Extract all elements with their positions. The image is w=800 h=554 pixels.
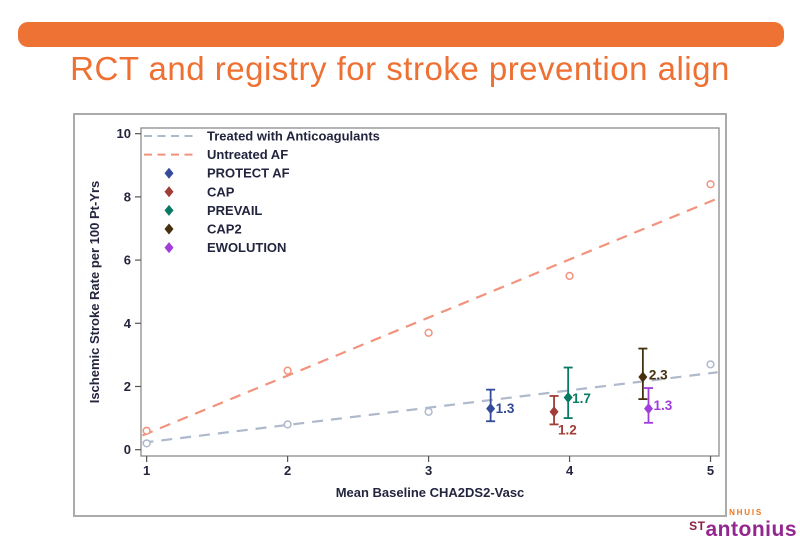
logo-nhuis-text: NHUIS bbox=[729, 508, 763, 517]
x-tick-label: 5 bbox=[707, 463, 714, 478]
data-point-value-label: 1.7 bbox=[572, 391, 591, 406]
legend-label: CAP2 bbox=[207, 222, 242, 237]
y-axis-label: Ischemic Stroke Rate per 100 Pt-Yrs bbox=[87, 181, 102, 404]
data-point-circle bbox=[706, 360, 715, 369]
x-tick-label: 1 bbox=[143, 463, 150, 478]
legend-label: Treated with Anticoagulants bbox=[207, 129, 380, 144]
data-point-circle bbox=[424, 328, 433, 337]
data-point-diamond bbox=[563, 392, 573, 404]
legend-label: Untreated AF bbox=[207, 147, 288, 162]
y-tick-label: 6 bbox=[124, 253, 131, 268]
legend-label: CAP bbox=[207, 184, 235, 199]
plot-border bbox=[140, 127, 720, 457]
x-axis-label: Mean Baseline CHA2DS2-Vasc bbox=[336, 485, 525, 500]
y-tick-label: 0 bbox=[124, 442, 131, 457]
header-bar bbox=[18, 22, 784, 47]
legend-diamond-sample bbox=[164, 167, 174, 179]
data-point-diamond bbox=[644, 403, 654, 415]
logo-st-text: ST bbox=[689, 519, 706, 533]
data-point-circle bbox=[283, 420, 292, 429]
legend-diamond-sample bbox=[164, 204, 174, 216]
y-tick-label: 10 bbox=[117, 126, 131, 141]
x-tick-label: 3 bbox=[425, 463, 432, 478]
data-point-circle bbox=[142, 439, 151, 448]
data-point-circle bbox=[142, 426, 151, 435]
data-point-value-label: 2.3 bbox=[649, 368, 668, 383]
y-tick-label: 4 bbox=[124, 316, 132, 331]
slide-title: RCT and registry for stroke prevention a… bbox=[70, 50, 730, 87]
legend-label: PROTECT AF bbox=[207, 166, 290, 181]
y-tick-label: 8 bbox=[124, 189, 131, 204]
data-point-circle bbox=[424, 407, 433, 416]
logo-antonius-text: antonius bbox=[705, 518, 797, 541]
data-point-diamond bbox=[486, 403, 496, 415]
x-tick-label: 4 bbox=[566, 463, 574, 478]
x-tick-label: 2 bbox=[284, 463, 291, 478]
legend-diamond-sample bbox=[164, 242, 174, 254]
data-point-value-label: 1.3 bbox=[496, 401, 515, 416]
trend-line bbox=[142, 371, 718, 444]
y-tick-label: 2 bbox=[124, 379, 131, 394]
data-point-value-label: 1.3 bbox=[654, 398, 673, 413]
hospital-logo: NHUIS ST antonius bbox=[689, 508, 797, 541]
data-point-circle bbox=[706, 180, 715, 189]
logo-wordmark: ST antonius bbox=[689, 519, 797, 540]
trend-line bbox=[141, 197, 719, 437]
legend-label: EWOLUTION bbox=[207, 240, 286, 255]
data-point-value-label: 1.2 bbox=[558, 422, 577, 437]
data-point-circle bbox=[565, 271, 574, 281]
legend-diamond-sample bbox=[164, 186, 174, 198]
data-point-diamond bbox=[549, 406, 559, 418]
legend-label: PREVAIL bbox=[207, 203, 262, 218]
data-point-circle bbox=[283, 366, 292, 375]
legend-diamond-sample bbox=[164, 223, 174, 235]
data-point-diamond bbox=[638, 371, 648, 383]
chart-panel: 0 2 4 6 8 10 1 2 3 4 5 Mean Baseline CHA2DS2-Vasc Is… bbox=[73, 113, 727, 517]
